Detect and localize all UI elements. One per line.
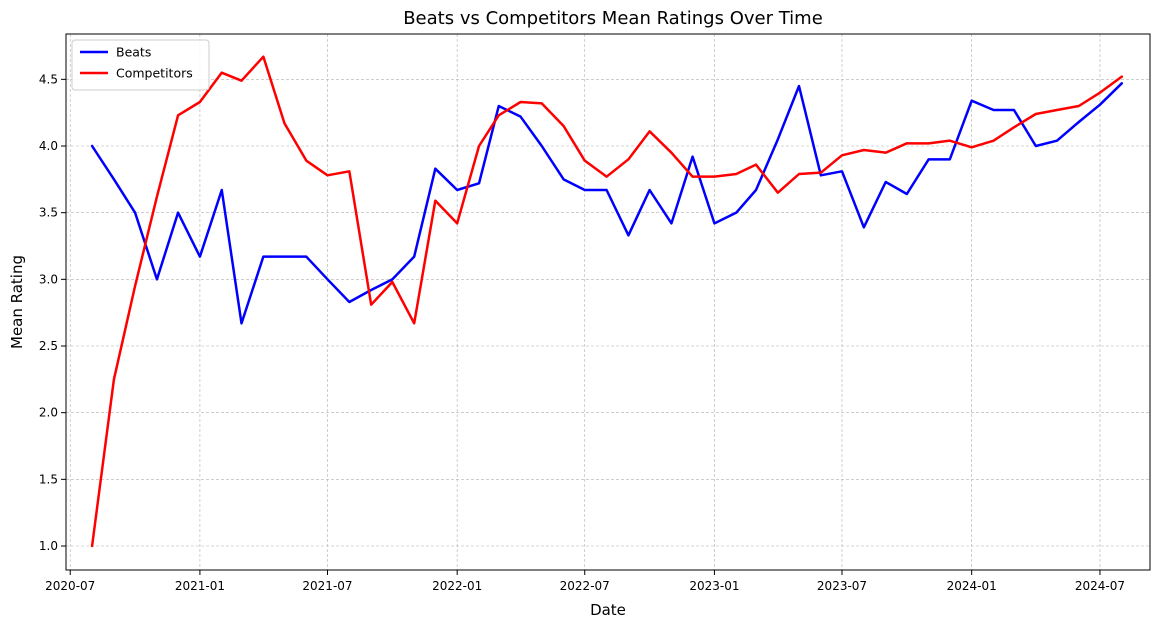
y-axis-ticks: 1.0 1.5 2.0 2.5 3.0 3.5 4.0 4.5 xyxy=(39,72,66,553)
x-axis-ticks: 2020-07 2021-01 2021-07 2022-01 2022-07 2023-… xyxy=(45,570,1125,593)
x-tick-label: 2021-01 xyxy=(175,579,225,593)
x-tick-label: 2024-01 xyxy=(947,579,997,593)
y-tick-label: 2.0 xyxy=(39,406,58,420)
y-tick-label: 4.0 xyxy=(39,139,58,153)
legend-label-competitors: Competitors xyxy=(116,66,193,81)
x-tick-label: 2024-07 xyxy=(1075,579,1125,593)
series-competitors xyxy=(90,55,1124,548)
x-tick-label: 2021-07 xyxy=(302,579,352,593)
y-axis-title: Mean Rating xyxy=(8,255,26,349)
series-beats xyxy=(90,82,1124,325)
x-tick-label: 2023-01 xyxy=(689,579,739,593)
x-tick-label: 2022-07 xyxy=(560,579,610,593)
y-tick-label: 3.0 xyxy=(39,272,58,286)
legend: Beats Competitors xyxy=(71,39,210,91)
y-tick-label: 4.5 xyxy=(39,72,58,86)
chart-title: Beats vs Competitors Mean Ratings Over T… xyxy=(403,8,823,29)
series-lines xyxy=(90,55,1124,548)
series-line-competitors xyxy=(90,55,1124,548)
y-tick-label: 3.5 xyxy=(39,206,58,220)
legend-label-beats: Beats xyxy=(116,45,151,60)
x-axis-title: Date xyxy=(590,601,626,619)
y-tick-label: 2.5 xyxy=(39,339,58,353)
x-tick-label: 2022-01 xyxy=(432,579,482,593)
grid-lines xyxy=(66,34,1150,570)
x-tick-label: 2023-07 xyxy=(817,579,867,593)
y-tick-label: 1.0 xyxy=(39,539,58,553)
y-tick-label: 1.5 xyxy=(39,472,58,486)
plot-frame xyxy=(65,33,1151,571)
series-line-beats xyxy=(90,82,1124,325)
x-tick-label: 2020-07 xyxy=(45,579,95,593)
